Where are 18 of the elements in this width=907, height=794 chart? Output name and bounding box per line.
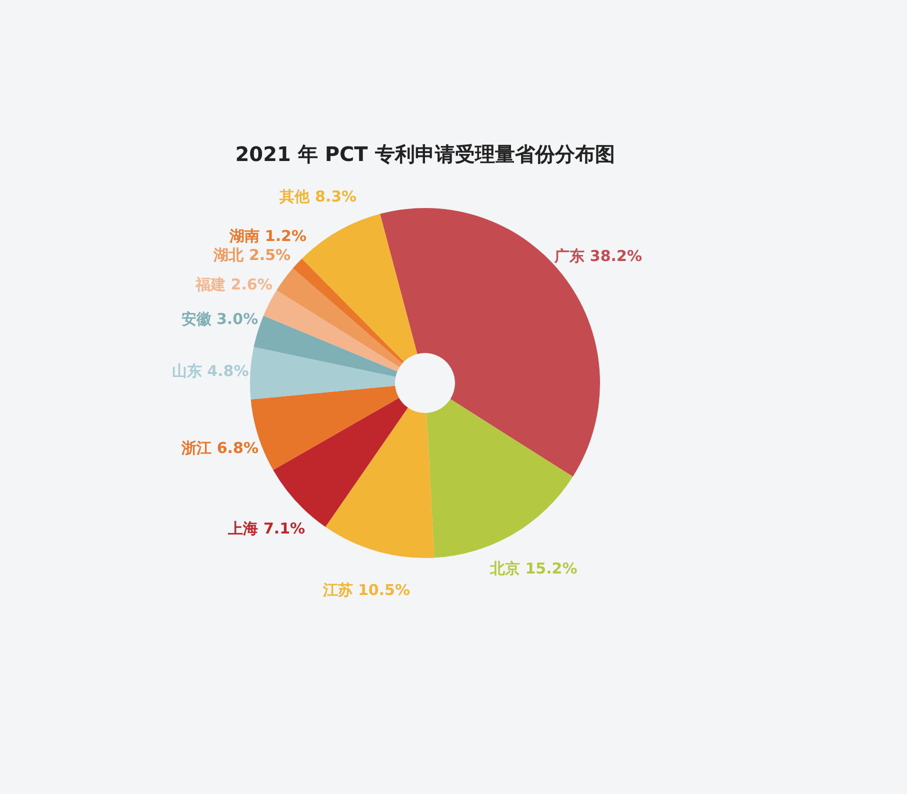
slice-label: 安徽 3.0% — [181, 310, 258, 328]
slice-label: 山东 4.8% — [172, 362, 249, 380]
slice-label: 其他 8.3% — [278, 187, 357, 206]
donut-slice — [325, 408, 434, 558]
donut-slice — [292, 258, 404, 364]
slice-label: 广东 38.2% — [554, 246, 642, 265]
donut-slice — [250, 347, 396, 400]
slice-label: 湖北 2.5% — [212, 246, 291, 264]
slice-label: 上海 7.1% — [227, 519, 306, 538]
donut-slice — [263, 290, 400, 372]
slice-label: 江苏 10.5% — [322, 580, 410, 599]
slice-label: 浙江 6.8% — [180, 438, 258, 457]
donut-slice — [276, 268, 402, 368]
slice-label: 福建 2.6% — [194, 275, 272, 294]
slice-label: 湖南 1.2% — [228, 227, 306, 246]
chart-title: 2021 年 PCT 专利申请受理量省份分布图 — [235, 142, 615, 166]
donut-slice — [426, 399, 573, 558]
slice-label: 北京 15.2% — [488, 560, 578, 578]
